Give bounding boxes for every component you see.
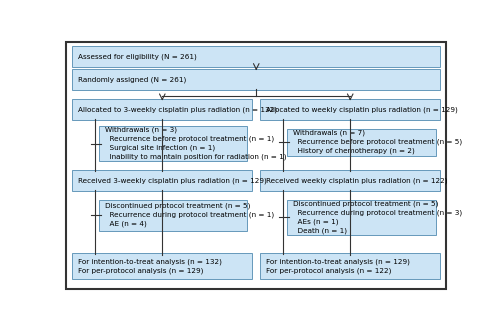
Text: Received weekly cisplatin plus radiation (n = 122): Received weekly cisplatin plus radiation… — [266, 177, 448, 184]
Text: Received 3-weekly cisplatin plus radiation (n = 129): Received 3-weekly cisplatin plus radiati… — [78, 177, 267, 184]
FancyBboxPatch shape — [287, 200, 436, 235]
Text: Discontinued protocol treatment (n = 5)
  Recurrence during protocol treatment (: Discontinued protocol treatment (n = 5) … — [293, 201, 462, 234]
Text: For intention-to-treat analysis (n = 132)
For per-protocol analysis (n = 129): For intention-to-treat analysis (n = 132… — [78, 258, 222, 274]
FancyBboxPatch shape — [66, 42, 446, 289]
FancyBboxPatch shape — [100, 200, 246, 231]
Text: Withdrawals (n = 3)
  Recurrence before protocol treatment (n = 1)
  Surgical si: Withdrawals (n = 3) Recurrence before pr… — [105, 127, 286, 160]
FancyBboxPatch shape — [72, 47, 440, 67]
Text: For intention-to-treat analysis (n = 129)
For per-protocol analysis (n = 122): For intention-to-treat analysis (n = 129… — [266, 258, 410, 274]
Text: Allocated to 3-weekly cisplatin plus radiation (n = 132): Allocated to 3-weekly cisplatin plus rad… — [78, 107, 277, 113]
Text: Discontinued protocol treatment (n = 5)
  Recurrence during protocol treatment (: Discontinued protocol treatment (n = 5) … — [105, 203, 274, 227]
FancyBboxPatch shape — [100, 127, 246, 161]
FancyBboxPatch shape — [72, 69, 440, 90]
FancyBboxPatch shape — [287, 129, 436, 155]
Text: Allocated to weekly cisplatin plus radiation (n = 129): Allocated to weekly cisplatin plus radia… — [266, 107, 458, 113]
Text: Withdrawals (n = 7)
  Recurrence before protocol treatment (n = 5)
  History of : Withdrawals (n = 7) Recurrence before pr… — [293, 130, 462, 154]
FancyBboxPatch shape — [260, 253, 440, 278]
FancyBboxPatch shape — [72, 253, 252, 278]
FancyBboxPatch shape — [260, 170, 440, 191]
FancyBboxPatch shape — [260, 99, 440, 120]
FancyBboxPatch shape — [72, 170, 252, 191]
Text: Randomly assigned (N = 261): Randomly assigned (N = 261) — [78, 76, 186, 83]
Text: Assessed for eligibility (N = 261): Assessed for eligibility (N = 261) — [78, 53, 197, 60]
FancyBboxPatch shape — [72, 99, 252, 120]
